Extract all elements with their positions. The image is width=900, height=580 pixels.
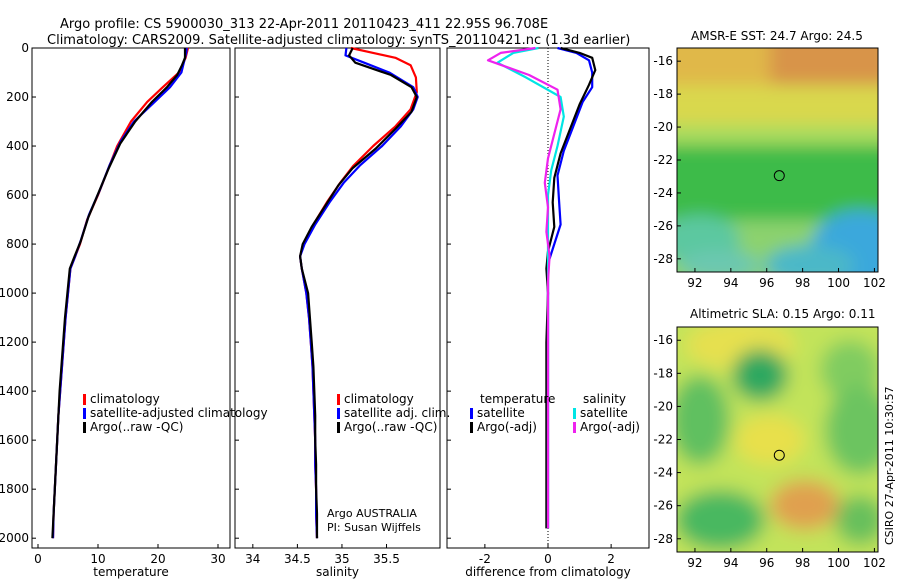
difference-x-tick-label: 0 [544, 552, 552, 566]
difference-x-tick-label: -2 [479, 552, 491, 566]
depth-tick-label: 200 [6, 90, 29, 104]
side-timestamp: CSIRO 27-Apr-2011 10:30:57 [883, 386, 896, 545]
temperature-x-tick-label: 20 [150, 552, 165, 566]
salinity-series-line-0 [299, 46, 418, 539]
difference-series-line-0 [546, 46, 594, 529]
salinity-legend-entry-swatch [337, 394, 340, 405]
figure-title-line1: Argo profile: CS 5900030_313 22-Apr-2011… [60, 17, 548, 32]
temperature-x-tick-label: 10 [90, 552, 105, 566]
difference-legend-entry-swatch [573, 408, 576, 419]
difference-legend-title: temperature [480, 392, 555, 406]
argo-country-annotation: Argo AUSTRALIA [327, 507, 417, 520]
sla_map-y-tick-label: -22 [653, 433, 673, 447]
sla-map-title: Altimetric SLA: 0.15 Argo: 0.11 [690, 307, 875, 321]
sla_map-y-tick-label: -20 [653, 399, 673, 413]
sst_map-y-tick-label: -20 [653, 120, 673, 134]
difference-legend-entry-swatch [470, 422, 473, 433]
sst_map-y-tick-label: -26 [653, 219, 673, 233]
salinity-x-tick-label: 35.5 [373, 552, 400, 566]
salinity-legend-entry-swatch [337, 408, 340, 419]
temperature-legend-entry-swatch [83, 422, 86, 433]
sla_map-y-tick-label: -16 [653, 333, 673, 347]
salinity-x-tick-label: 34 [245, 552, 260, 566]
salinity-panel-frame [234, 47, 441, 549]
sst_map-x-tick-label: 98 [795, 276, 810, 290]
sst_map-x-tick-label: 102 [863, 276, 886, 290]
salinity-series-line-2 [299, 47, 418, 539]
depth-tick-label: 0 [21, 41, 29, 55]
temperature-legend-entry-swatch [83, 408, 86, 419]
sla_map-x-tick-label: 96 [759, 556, 774, 570]
salinity-x-axis-label: salinity [316, 565, 359, 579]
sla_map-x-tick-label: 102 [863, 556, 886, 570]
salinity-legend-entry-label: Argo(..raw -QC) [344, 420, 437, 434]
difference-x-tick-label: 2 [607, 552, 615, 566]
sla_map-x-tick-label: 98 [795, 556, 810, 570]
sst_map-x-tick-label: 92 [687, 276, 702, 290]
sst_map-y-tick-label: -24 [653, 186, 673, 200]
temperature-x-axis-label: temperature [93, 565, 168, 579]
salinity-legend-entry-label: satellite adj. clim. [344, 406, 450, 420]
difference-series-line-3 [486, 46, 562, 529]
depth-tick-label: 1000 [0, 286, 29, 300]
temperature-legend-entry-label: satellite-adjusted climatology [90, 406, 268, 420]
depth-tick-label: 1600 [0, 433, 29, 447]
sla_map-argo-position-marker [773, 449, 785, 461]
difference-legend-entry-swatch [470, 408, 473, 419]
difference-series-line-2 [496, 46, 565, 529]
sla_map-y-tick-label: -24 [653, 466, 673, 480]
sla_map-y-tick-label: -18 [653, 366, 673, 380]
salinity-legend-entry-label: climatology [344, 392, 414, 406]
temperature-series-line-2 [51, 48, 187, 539]
temperature-legend-entry-swatch [83, 394, 86, 405]
difference-legend-entry-label: satellite [580, 406, 628, 420]
depth-tick-label: 600 [6, 188, 29, 202]
temperature-x-tick-label: 0 [34, 552, 42, 566]
difference-legend-entry-label: Argo(-adj) [477, 420, 537, 434]
sla_map-x-tick-label: 94 [723, 556, 738, 570]
sla_map-y-tick-label: -28 [653, 532, 673, 546]
sst_map-x-tick-label: 96 [759, 276, 774, 290]
sla_map-x-tick-label: 100 [827, 556, 850, 570]
difference-legend-entry-label: satellite [477, 406, 525, 420]
salinity-x-tick-label: 34.5 [284, 552, 311, 566]
sst_map-x-tick-label: 100 [827, 276, 850, 290]
sla-map: Altimetric SLA: 0.15 Argo: 0.11 [676, 307, 879, 553]
salinity-x-tick-label: 35 [334, 552, 349, 566]
depth-tick-label: 1200 [0, 335, 29, 349]
temperature-series-line-1 [51, 47, 188, 539]
sst_map-y-tick-label: -18 [653, 87, 673, 101]
temperature-legend-entry-label: Argo(..raw -QC) [90, 420, 183, 434]
sst_map-y-tick-label: -22 [653, 153, 673, 167]
temperature-panel-frame [31, 47, 231, 549]
depth-tick-label: 800 [6, 237, 29, 251]
figure-title-line2: Climatology: CARS2009. Satellite-adjuste… [47, 33, 630, 48]
depth-tick-label: 400 [6, 139, 29, 153]
difference-legend-entry-label: Argo(-adj) [580, 420, 640, 434]
difference-legend-entry-swatch [573, 422, 576, 433]
sst-map: AMSR-E SST: 24.7 Argo: 24.5 [676, 29, 879, 273]
sst_map-y-tick-label: -28 [653, 252, 673, 266]
depth-tick-label: 2000 [0, 531, 29, 545]
sst_map-y-tick-label: -16 [653, 54, 673, 68]
difference-series-line-1 [545, 46, 597, 529]
temperature-series-line-0 [51, 47, 190, 539]
difference-x-axis-label: difference from climatology [465, 565, 631, 579]
sst_map-x-tick-label: 94 [723, 276, 738, 290]
depth-tick-label: 1800 [0, 482, 29, 496]
sla_map-y-tick-label: -26 [653, 499, 673, 513]
salinity-legend-entry-swatch [337, 422, 340, 433]
sst_map-argo-position-marker [773, 170, 785, 182]
temperature-legend-entry-label: climatology [90, 392, 160, 406]
difference-legend-title: salinity [583, 392, 626, 406]
pi-annotation: PI: Susan Wijffels [327, 521, 421, 534]
sla_map-x-tick-label: 92 [687, 556, 702, 570]
temperature-x-tick-label: 30 [210, 552, 225, 566]
sst-map-title: AMSR-E SST: 24.7 Argo: 24.5 [691, 29, 863, 43]
depth-tick-label: 1400 [0, 384, 29, 398]
